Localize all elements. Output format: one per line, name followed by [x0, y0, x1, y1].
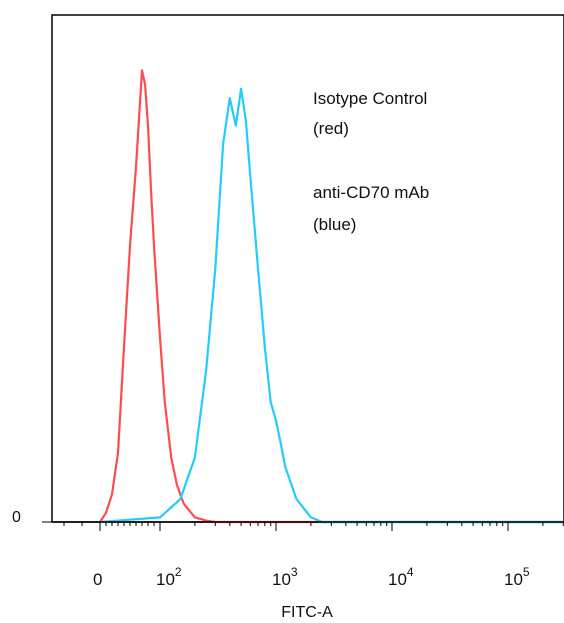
x-tick-label: 105	[504, 565, 530, 589]
y-axis: 0	[12, 509, 52, 526]
annotation-isotype-color: (red)	[313, 119, 349, 138]
x-tick-label: 102	[156, 565, 182, 589]
x-axis-label: FITC-A	[281, 604, 333, 621]
x-tick-label: 0	[93, 570, 102, 589]
series-line-1	[99, 87, 564, 524]
x-tick-label: 104	[388, 565, 414, 589]
legend-annotation: Isotype Control (red) anti-CD70 mAb (blu…	[313, 89, 429, 234]
plot-frame	[51, 14, 564, 523]
annotation-cd70-label: anti-CD70 mAb	[313, 183, 429, 202]
x-tick-label: 103	[272, 565, 298, 589]
annotation-cd70-color: (blue)	[313, 215, 356, 234]
x-axis: 0 102 103 104 105	[52, 521, 564, 589]
y-tick-label: 0	[12, 509, 21, 526]
annotation-isotype-label: Isotype Control	[313, 89, 427, 108]
